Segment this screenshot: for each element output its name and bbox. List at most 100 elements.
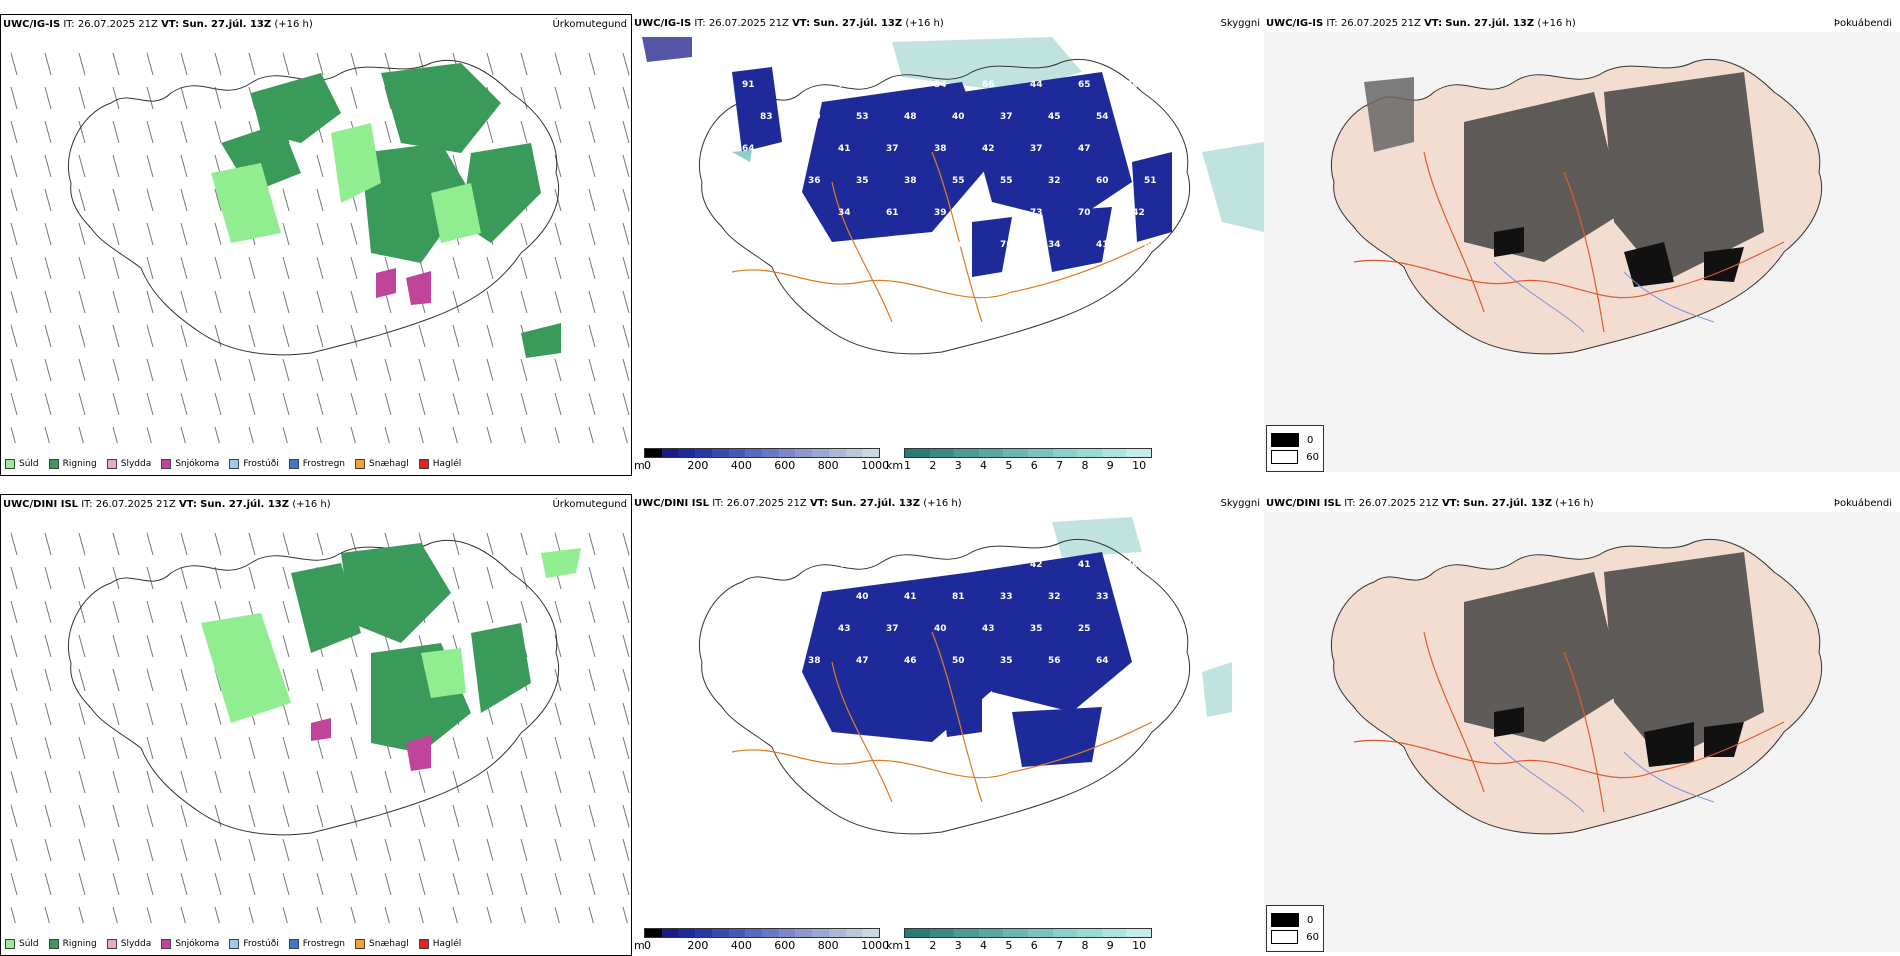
- cloud-base-label: 54: [934, 80, 947, 90]
- wind-barb: [384, 426, 390, 443]
- colorbar-tick-label: 1: [904, 939, 911, 952]
- wind-barb: [146, 358, 154, 382]
- wind-barb: [214, 600, 222, 624]
- fog-legend-entry: 60: [1271, 450, 1319, 464]
- panel-title: Þokuábendi: [1833, 18, 1892, 29]
- cloud-base-label: 35: [1030, 624, 1043, 634]
- cloud-visibility-panel-dini-isl: UWC/DINI ISL IT: 26.07.2025 21Z VT: Sun.…: [632, 494, 1264, 956]
- wind-barb: [78, 324, 86, 348]
- colorbar-segment: [905, 449, 930, 457]
- colorbar-segment: [695, 449, 712, 457]
- wind-barb: [146, 222, 154, 246]
- iceland-fog-map: [1264, 512, 1900, 952]
- wind-barb: [10, 222, 18, 246]
- wind-barb: [248, 324, 256, 348]
- ceiling-colorbar: 0 200 400 600 800 1000: [644, 448, 889, 472]
- legend-label: Frostregn: [302, 939, 346, 949]
- wind-barb: [44, 872, 52, 896]
- fog-legend: 0 60: [1266, 905, 1324, 952]
- wind-barb: [316, 872, 324, 896]
- cloud-base-label: 84: [790, 144, 803, 154]
- wind-barb: [554, 154, 562, 178]
- colorbar-segment: [778, 449, 796, 457]
- wind-barb: [282, 324, 290, 348]
- wind-barb: [112, 906, 118, 923]
- colorbar-segment: [954, 929, 979, 937]
- wind-barb: [554, 426, 560, 443]
- wind-barb: [554, 634, 562, 658]
- wind-barb: [486, 392, 494, 416]
- wind-barb: [214, 426, 220, 443]
- wind-barb: [350, 634, 358, 658]
- fog-legend-value: 0: [1307, 434, 1314, 446]
- wind-barb: [622, 256, 630, 280]
- wind-barb: [554, 52, 562, 76]
- wind-barb: [520, 702, 528, 726]
- colorbar-tick-label: 1: [904, 459, 911, 472]
- colorbar-tick-label: 800: [817, 459, 839, 472]
- wind-barb: [146, 600, 154, 624]
- wind-barb: [486, 290, 494, 314]
- wind-barb: [10, 120, 18, 144]
- wind-barb: [520, 86, 528, 110]
- wind-barb: [350, 290, 358, 314]
- wind-barb: [214, 702, 222, 726]
- wind-barb: [248, 290, 256, 314]
- cloud-base-label: 32: [1048, 592, 1061, 602]
- fog-index-panel-dini-isl: UWC/DINI ISL IT: 26.07.2025 21Z VT: Sun.…: [1264, 494, 1900, 956]
- wind-barb: [384, 804, 392, 828]
- wind-barb: [486, 324, 494, 348]
- wind-barb: [112, 358, 120, 382]
- wind-barb: [282, 290, 290, 314]
- colorbar-tick-label: 400: [730, 459, 752, 472]
- colorbar-tick-label: 7: [1056, 939, 1064, 952]
- wind-barb: [486, 804, 494, 828]
- cloud-base-label: 54: [1096, 112, 1109, 122]
- cloud-base-label: 45: [1048, 112, 1061, 122]
- cloud-base-label: 41: [1096, 240, 1109, 250]
- iceland-cloud-map: 91 40 74 62 54 66 44 65 34 83 50 53 48 40 37 45 54 49 64 84…: [642, 37, 1264, 355]
- wind-barb: [622, 702, 630, 726]
- cloud-base-label: 73: [1030, 208, 1043, 218]
- legend-swatch: [229, 459, 240, 469]
- cloud-base-label: 35: [856, 176, 869, 186]
- visibility-bar: [904, 928, 1152, 938]
- ceiling-ticks: 0 200 400 600 800 1000: [644, 458, 889, 472]
- wind-barb: [520, 770, 528, 794]
- wind-barb: [282, 52, 290, 76]
- wind-barb: [452, 290, 460, 314]
- panel-header: UWC/IG-IS IT: 26.07.2025 21Z VT: Sun. 27…: [1266, 18, 1576, 29]
- wind-barb: [452, 838, 460, 862]
- colorbar-tick-label: 0: [644, 939, 651, 952]
- wind-barb: [588, 86, 596, 110]
- wind-barb: [486, 52, 494, 76]
- colorbar-tick-label: 2: [929, 459, 937, 472]
- wind-barb: [520, 52, 528, 76]
- wind-barb: [282, 600, 290, 624]
- wind-barb: [520, 838, 528, 862]
- wind-barb: [112, 532, 120, 556]
- wind-barb: [10, 736, 18, 760]
- colorbar-segment: [728, 449, 746, 457]
- wind-barb: [180, 392, 188, 416]
- wind-barb: [112, 256, 120, 280]
- wind-barb: [180, 600, 188, 624]
- wind-barb: [282, 770, 290, 794]
- legend-item: Súld: [5, 459, 39, 469]
- colorbar-segment: [1027, 449, 1053, 457]
- wind-barb: [10, 154, 18, 178]
- legend-item: Slydda: [106, 459, 151, 469]
- legend-swatch: [161, 939, 172, 949]
- colorbar-segment: [905, 929, 930, 937]
- legend-label: Rigning: [62, 939, 97, 949]
- colorbar-tick-label: 2: [929, 939, 937, 952]
- wind-barb: [78, 804, 86, 828]
- wind-barb: [44, 188, 52, 212]
- cloud-base-label: 53: [904, 240, 917, 250]
- wind-barb: [282, 256, 290, 280]
- wind-barb: [44, 154, 52, 178]
- wind-barb: [486, 256, 494, 280]
- wind-barb: [316, 290, 324, 314]
- wind-barb: [44, 426, 50, 443]
- wind-barb: [10, 634, 18, 658]
